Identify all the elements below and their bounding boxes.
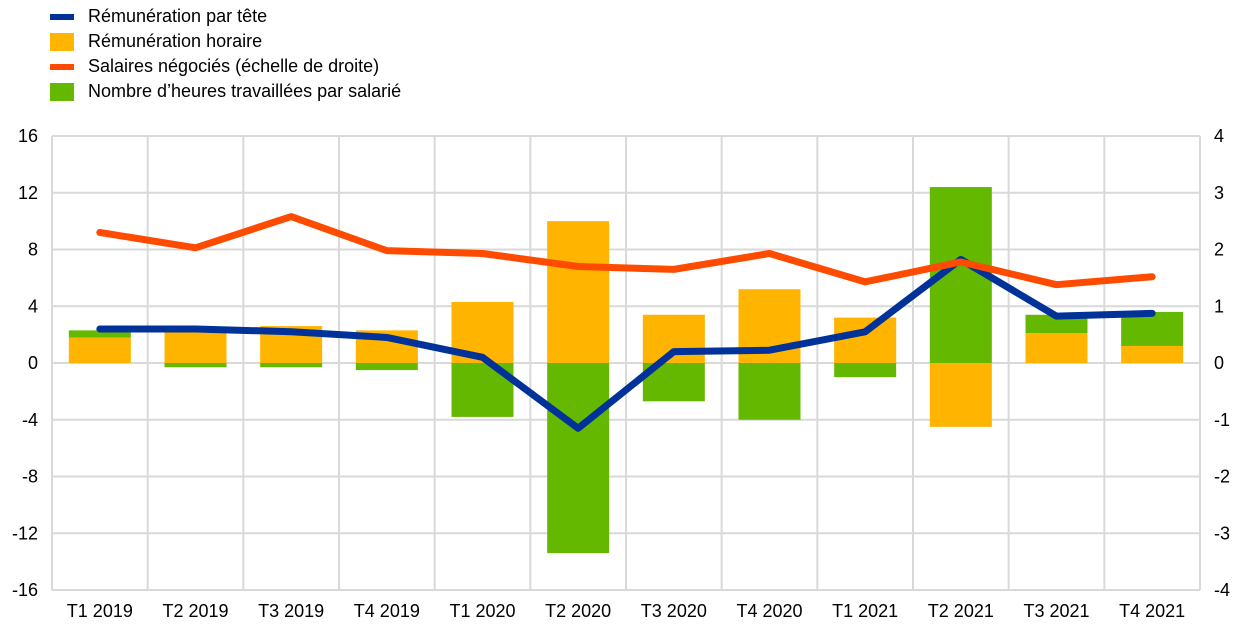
legend-label: Salaires négociés (échelle de droite) xyxy=(88,56,380,76)
bar xyxy=(68,330,131,338)
legend-item: Rémunération horaire xyxy=(50,29,401,54)
bar xyxy=(164,328,227,363)
y-tick-label: -8 xyxy=(22,467,38,487)
x-tick-label: T1 2019 xyxy=(67,601,133,621)
y-tick-label: 8 xyxy=(28,240,38,260)
bar xyxy=(834,317,897,363)
bar xyxy=(1121,345,1184,363)
legend-label: Rémunération horaire xyxy=(88,31,263,51)
legend-swatch xyxy=(50,82,74,101)
bar xyxy=(738,363,801,420)
x-tick-label: T3 2019 xyxy=(258,601,324,621)
x-tick-label: T4 2020 xyxy=(736,601,802,621)
bar xyxy=(1121,311,1184,346)
x-tick-label: T3 2020 xyxy=(641,601,707,621)
x-tick-label: T4 2021 xyxy=(1119,601,1185,621)
x-tick-label: T4 2019 xyxy=(354,601,420,621)
bar xyxy=(929,363,992,427)
y-tick-label: 4 xyxy=(28,296,38,316)
x-tick-label: T1 2020 xyxy=(449,601,515,621)
bar xyxy=(1025,333,1088,363)
line-series xyxy=(96,213,1156,289)
bar xyxy=(260,363,323,368)
x-tick-label: T1 2021 xyxy=(832,601,898,621)
bar xyxy=(68,337,131,363)
x-tick-label: T2 2021 xyxy=(928,601,994,621)
bar xyxy=(547,221,610,363)
legend-swatch xyxy=(50,13,74,20)
y-tick-label: -12 xyxy=(12,523,38,543)
y-tick-label: -4 xyxy=(22,410,38,430)
legend-swatch xyxy=(50,63,74,70)
y2-tick-label: -3 xyxy=(1214,523,1230,543)
y2-tick-label: -4 xyxy=(1214,580,1230,600)
legend-swatch xyxy=(50,32,74,51)
y2-tick-label: -1 xyxy=(1214,410,1230,430)
legend-item: Nombre d’heures travaillées par salarié xyxy=(50,79,401,104)
bar xyxy=(547,363,610,554)
legend-label: Rémunération par tête xyxy=(88,6,268,26)
legend-item: Rémunération par tête xyxy=(50,4,401,29)
bar xyxy=(164,363,227,368)
y2-tick-label: 1 xyxy=(1214,296,1224,316)
legend-item: Salaires négociés (échelle de droite) xyxy=(50,54,401,79)
y2-tick-label: 0 xyxy=(1214,353,1224,373)
x-tick-label: T2 2020 xyxy=(545,601,611,621)
legend: Rémunération par tête Rémunération horai… xyxy=(50,4,401,104)
bar xyxy=(1025,314,1088,334)
x-tick-label: T3 2021 xyxy=(1023,601,1089,621)
y-tick-label: 12 xyxy=(18,183,38,203)
y2-tick-label: 4 xyxy=(1214,126,1224,146)
y2-tick-label: -2 xyxy=(1214,467,1230,487)
legend-label: Nombre d’heures travaillées par salarié xyxy=(88,81,402,101)
bar xyxy=(834,363,897,378)
y-tick-label: 16 xyxy=(18,126,38,146)
bar xyxy=(355,363,418,371)
y-tick-label: 0 xyxy=(28,353,38,373)
x-tick-label: T2 2019 xyxy=(162,601,228,621)
y2-tick-label: 2 xyxy=(1214,240,1224,260)
y-tick-label: -16 xyxy=(12,580,38,600)
y2-tick-label: 3 xyxy=(1214,183,1224,203)
